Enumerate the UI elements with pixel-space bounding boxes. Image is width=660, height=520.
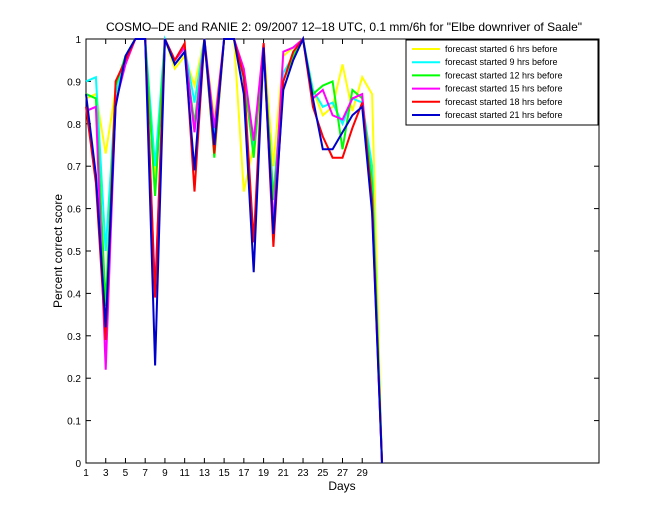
legend-label-1: forecast started 6 hrs before <box>445 44 558 54</box>
x-tick-label: 17 <box>238 468 250 479</box>
y-tick-label: 0 <box>75 459 81 470</box>
x-tick-label: 19 <box>258 468 270 479</box>
y-axis-ticks: 0 0.1 0.2 0.3 0.4 0.5 0.6 0.7 0.8 0.9 1 <box>67 35 599 470</box>
y-tick-label: 0.8 <box>67 120 81 131</box>
y-tick-label: 0.6 <box>67 205 81 216</box>
y-tick-label: 0.3 <box>67 332 81 343</box>
x-tick-label: 5 <box>123 468 129 479</box>
x-tick-label: 15 <box>219 468 231 479</box>
x-axis-label: Days <box>328 479 355 493</box>
y-tick-label: 0.4 <box>67 289 81 300</box>
legend-label-5: forecast started 18 hrs before <box>445 97 563 107</box>
x-tick-label: 11 <box>179 468 190 479</box>
y-tick-label: 0.5 <box>67 247 81 258</box>
x-tick-label: 9 <box>162 468 168 479</box>
x-tick-label: 25 <box>317 468 329 479</box>
y-tick-label: 0.7 <box>67 162 81 173</box>
x-tick-label: 29 <box>357 468 369 479</box>
series-lines <box>85 35 383 464</box>
y-tick-label: 0.2 <box>67 374 81 385</box>
legend-label-4: forecast started 15 hrs before <box>445 84 563 94</box>
legend-label-2: forecast started 9 hrs before <box>445 57 558 67</box>
series-line-6 <box>85 35 383 464</box>
x-tick-label: 23 <box>297 468 309 479</box>
x-tick-label: 1 <box>83 468 89 479</box>
x-tick-label: 21 <box>278 468 290 479</box>
x-tick-label: 13 <box>199 468 211 479</box>
legend-box <box>405 39 599 126</box>
legend-label-6: forecast started 21 hrs before <box>445 110 563 120</box>
x-tick-label: 3 <box>103 468 109 479</box>
y-axis-label: Percent correct score <box>51 194 65 308</box>
chart-title: COSMO–DE and RANIE 2: 09/2007 12–18 UTC,… <box>106 20 582 34</box>
legend: forecast started 6 hrs before forecast st… <box>405 39 599 126</box>
y-tick-label: 0.1 <box>67 417 81 428</box>
y-tick-label: 1 <box>75 35 81 46</box>
legend-label-3: forecast started 12 hrs before <box>445 70 563 80</box>
x-tick-label: 27 <box>337 468 349 479</box>
y-tick-label: 0.9 <box>67 77 81 88</box>
x-tick-label: 7 <box>142 468 148 479</box>
